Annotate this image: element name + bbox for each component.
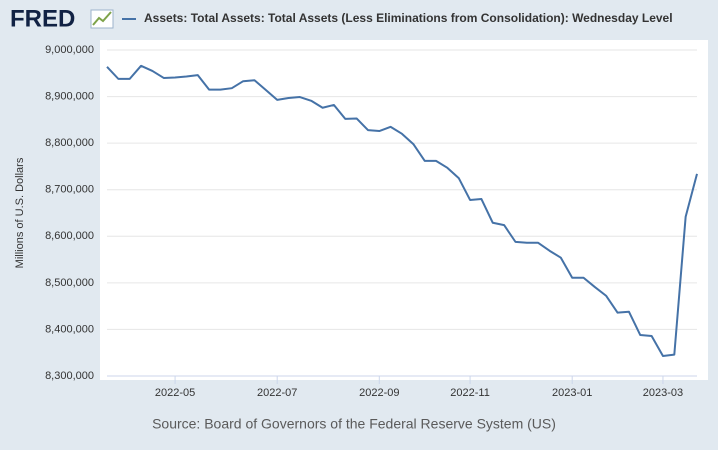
- x-tick-label: 2022-05: [155, 387, 195, 399]
- y-tick-label: 8,800,000: [45, 137, 94, 149]
- x-tick-label: 2022-11: [450, 387, 490, 399]
- legend-label: Assets: Total Assets: Total Assets (Less…: [144, 11, 673, 25]
- y-tick-label: 8,700,000: [45, 184, 94, 196]
- y-tick-label: 8,900,000: [45, 90, 94, 102]
- y-axis-label: Millions of U.S. Dollars: [14, 157, 26, 268]
- logo-icon: [90, 9, 114, 29]
- x-tick-label: 2023-01: [552, 387, 592, 399]
- x-tick-label: 2022-07: [257, 387, 297, 399]
- y-tick-label: 8,300,000: [45, 370, 94, 382]
- y-tick-label: 8,400,000: [45, 323, 94, 335]
- x-tick-label: 2023-03: [643, 387, 683, 399]
- y-tick-label: 8,600,000: [45, 230, 94, 242]
- source-note: Source: Board of Governors of the Federa…: [152, 416, 556, 432]
- logo: FRED: [10, 5, 75, 32]
- y-tick-label: 8,500,000: [45, 277, 94, 289]
- y-tick-label: 9,000,000: [45, 44, 94, 56]
- data-line: [106, 64, 698, 357]
- x-tick-label: 2022-09: [359, 387, 399, 399]
